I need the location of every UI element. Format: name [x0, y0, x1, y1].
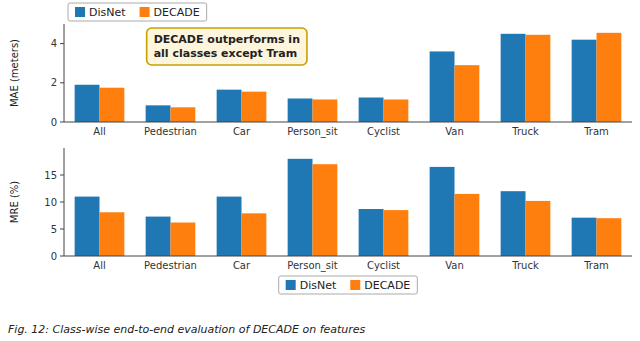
- legend-frame: [279, 276, 418, 294]
- legend-frame: [68, 3, 207, 21]
- bars: [75, 159, 622, 256]
- bar: [242, 213, 267, 256]
- legend-label: DECADE: [364, 279, 410, 292]
- y-tick-label: 15: [44, 170, 57, 181]
- subplot: 0 2 4 All Pedestrian Car Person_sit Cyclist Van T…: [9, 3, 632, 138]
- y-tick: [60, 202, 64, 203]
- legend: DisNet DECADE: [279, 276, 418, 294]
- bar: [359, 209, 384, 256]
- y-tick: [60, 229, 64, 230]
- bar: [384, 99, 409, 122]
- y-tick-label: 0: [51, 117, 57, 128]
- x-tick-label: Cyclist: [367, 126, 400, 137]
- legend-swatch: [286, 280, 296, 290]
- bar: [430, 51, 455, 122]
- x-tick-label: All: [93, 126, 105, 137]
- y-tick-label: 0: [51, 251, 57, 262]
- caption: Fig. 12: Class-wise end-to-end evaluatio…: [8, 323, 366, 336]
- legend: DisNet DECADE: [68, 3, 207, 21]
- legend-swatch: [75, 7, 85, 17]
- bar: [572, 218, 597, 256]
- bar: [288, 159, 313, 256]
- bar: [597, 218, 622, 256]
- bar: [217, 197, 242, 256]
- bar: [217, 90, 242, 122]
- bar: [100, 88, 125, 122]
- bar: [146, 217, 171, 256]
- x-tick-label: Pedestrian: [144, 260, 197, 271]
- y-tick-label: 2: [51, 77, 57, 88]
- annotation-text: DECADE outperforms inall classes except …: [154, 33, 300, 60]
- y-tick: [60, 256, 64, 257]
- x-tick-label: Tram: [583, 260, 609, 271]
- y-tick-label: 10: [44, 197, 57, 208]
- x-tick-label: Car: [233, 260, 251, 271]
- legend-label: DisNet: [300, 279, 337, 292]
- y-tick-label: 5: [51, 224, 57, 235]
- subplot: 0 5 10 15 All Pedestrian Car Person_sit Cyclist V…: [9, 148, 632, 294]
- bar: [313, 164, 338, 256]
- annotation-line: all classes except Tram: [154, 47, 298, 60]
- x-tick-label: Person_sit: [287, 126, 338, 138]
- bar: [430, 167, 455, 256]
- bar: [384, 210, 409, 256]
- bar: [100, 212, 125, 256]
- y-tick: [60, 43, 64, 44]
- bar: [455, 194, 480, 256]
- bar: [501, 34, 526, 122]
- x-tick-label: Tram: [583, 126, 609, 137]
- y-axis-label: MAE (meters): [9, 39, 20, 107]
- y-tick-label: 4: [51, 38, 57, 49]
- bars: [75, 33, 622, 122]
- bar: [171, 223, 196, 256]
- x-axis-line: [64, 256, 632, 257]
- x-tick-label: Pedestrian: [144, 126, 197, 137]
- bar: [359, 98, 384, 123]
- annotation-line: DECADE outperforms in: [154, 33, 300, 46]
- x-tick-label: Car: [233, 126, 251, 137]
- y-axis-label: MRE (%): [9, 181, 20, 223]
- bar: [597, 33, 622, 122]
- legend-swatch: [350, 280, 360, 290]
- x-tick-label: Truck: [511, 260, 539, 271]
- bar: [313, 99, 338, 122]
- bar: [75, 197, 100, 256]
- bar: [171, 107, 196, 122]
- legend-swatch: [140, 7, 150, 17]
- x-tick-label: Van: [445, 126, 464, 137]
- y-tick: [60, 175, 64, 176]
- x-tick-label: Truck: [511, 126, 539, 137]
- bar: [572, 40, 597, 122]
- bar: [455, 65, 480, 122]
- x-tick-label: Cyclist: [367, 260, 400, 271]
- bar: [526, 35, 551, 122]
- x-tick-label: Person_sit: [287, 260, 338, 272]
- bar: [242, 92, 267, 122]
- bar: [526, 201, 551, 256]
- legend-label: DECADE: [154, 6, 200, 19]
- legend-label: DisNet: [89, 6, 126, 19]
- y-axis-line: [64, 24, 65, 122]
- annotation-box: [147, 28, 307, 65]
- y-tick: [60, 122, 64, 123]
- bar: [146, 105, 171, 122]
- bar: [501, 191, 526, 256]
- y-tick: [60, 82, 64, 83]
- bar: [75, 85, 100, 122]
- x-tick-label: All: [93, 260, 105, 271]
- annotation: DECADE outperforms inall classes except …: [147, 28, 307, 65]
- bar: [288, 98, 313, 122]
- chart-canvas: 0 2 4 All Pedestrian Car Person_sit Cyclist Van T…: [0, 0, 640, 341]
- x-tick-label: Van: [445, 260, 464, 271]
- x-axis-line: [64, 122, 632, 123]
